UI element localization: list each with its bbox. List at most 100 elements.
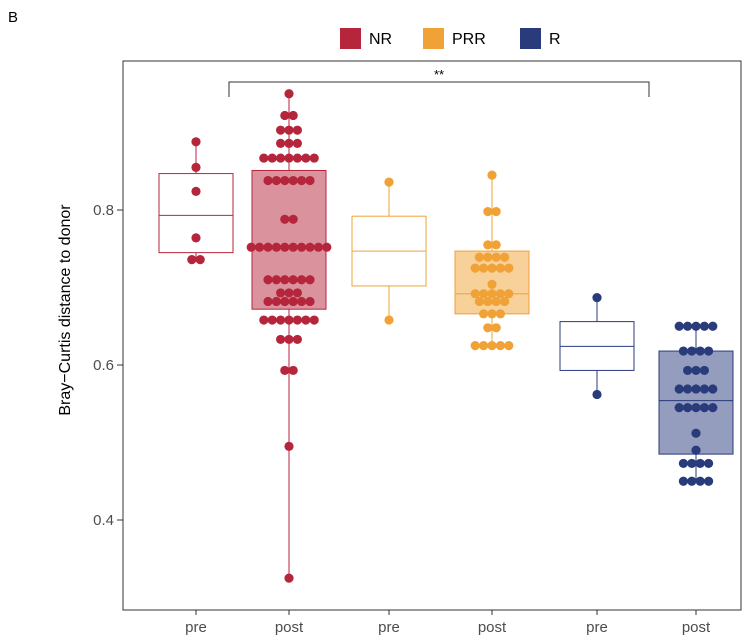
data-point xyxy=(691,365,701,376)
x-axis: pre post pre post pre post xyxy=(185,610,711,636)
data-point xyxy=(500,296,510,307)
data-point xyxy=(292,334,302,345)
data-point xyxy=(292,153,302,163)
data-point xyxy=(504,341,514,351)
points-layer xyxy=(187,89,718,583)
data-point xyxy=(504,289,514,299)
data-point xyxy=(699,365,710,376)
data-point xyxy=(267,315,277,325)
data-point xyxy=(297,296,307,307)
y-tick-label: 0.6 xyxy=(93,357,114,374)
data-point xyxy=(280,175,290,186)
data-point xyxy=(191,186,201,196)
data-point xyxy=(495,309,505,319)
x-tick-label: pre xyxy=(586,619,608,636)
box-rect xyxy=(251,169,327,310)
data-point xyxy=(271,296,281,307)
data-point xyxy=(280,296,290,307)
data-point xyxy=(708,403,718,413)
y-tick-label: 0.8 xyxy=(93,202,114,219)
data-point xyxy=(384,177,394,187)
data-point xyxy=(263,175,273,186)
data-point xyxy=(276,125,286,135)
data-point xyxy=(288,175,298,186)
data-point xyxy=(491,206,501,217)
y-tick-label: 0.4 xyxy=(93,512,114,529)
data-point xyxy=(288,110,298,121)
data-point xyxy=(683,403,693,413)
box-nr-pre xyxy=(158,141,234,262)
data-point xyxy=(483,323,493,333)
data-point xyxy=(267,153,277,163)
x-tick-label: post xyxy=(275,619,304,636)
data-point xyxy=(678,458,689,469)
data-point xyxy=(708,321,718,331)
data-point xyxy=(674,384,684,394)
legend-swatch-nr xyxy=(340,28,361,49)
data-point xyxy=(284,153,294,163)
data-point xyxy=(491,240,501,250)
data-point xyxy=(280,242,290,252)
data-point xyxy=(191,137,201,147)
data-point xyxy=(487,263,497,273)
data-point xyxy=(487,289,497,299)
data-point xyxy=(280,110,290,121)
data-point xyxy=(470,263,480,273)
data-point xyxy=(384,315,394,325)
box-prr-post xyxy=(454,175,530,346)
data-point xyxy=(276,315,286,325)
data-point xyxy=(479,289,489,299)
data-point xyxy=(191,233,201,243)
y-axis: 0.4 0.6 0.8 xyxy=(93,202,123,529)
data-point xyxy=(263,296,273,307)
data-point xyxy=(683,321,693,331)
data-point xyxy=(687,458,697,469)
data-point xyxy=(687,476,697,486)
data-point xyxy=(470,341,480,351)
data-point xyxy=(288,214,298,224)
data-point xyxy=(288,365,298,376)
data-point xyxy=(276,153,286,163)
data-point xyxy=(678,476,689,486)
data-point xyxy=(195,255,205,265)
data-point xyxy=(683,384,693,394)
x-tick-label: post xyxy=(478,619,507,636)
data-point xyxy=(495,289,505,299)
data-point xyxy=(487,309,497,319)
data-point xyxy=(695,476,705,486)
data-point xyxy=(297,175,307,186)
data-point xyxy=(500,252,510,262)
legend-swatch-prr xyxy=(423,28,444,49)
data-point xyxy=(284,315,294,325)
boxes-layer xyxy=(158,93,734,579)
data-point xyxy=(474,252,484,262)
data-point xyxy=(683,365,693,376)
data-point xyxy=(708,384,718,394)
data-point xyxy=(309,315,319,325)
bracket-line xyxy=(228,81,650,97)
data-point xyxy=(695,346,705,356)
data-point xyxy=(271,275,281,285)
data-point xyxy=(487,279,497,289)
data-point xyxy=(483,206,493,217)
data-point xyxy=(263,275,273,285)
panel-label: B xyxy=(8,9,18,26)
data-point xyxy=(271,242,281,252)
x-tick-label: post xyxy=(682,619,711,636)
data-point xyxy=(704,476,714,486)
data-point xyxy=(674,321,684,331)
data-point xyxy=(292,125,302,135)
data-point xyxy=(491,296,501,307)
data-point xyxy=(288,275,298,285)
legend-swatch-r xyxy=(520,28,541,49)
data-point xyxy=(280,365,290,376)
data-point xyxy=(678,346,689,356)
data-point xyxy=(255,242,265,252)
data-point xyxy=(271,175,281,186)
data-point xyxy=(284,288,294,298)
data-point xyxy=(687,346,697,356)
data-point xyxy=(491,323,501,333)
data-point xyxy=(280,275,290,285)
legend-label-r: R xyxy=(549,31,561,48)
data-point xyxy=(284,441,294,451)
